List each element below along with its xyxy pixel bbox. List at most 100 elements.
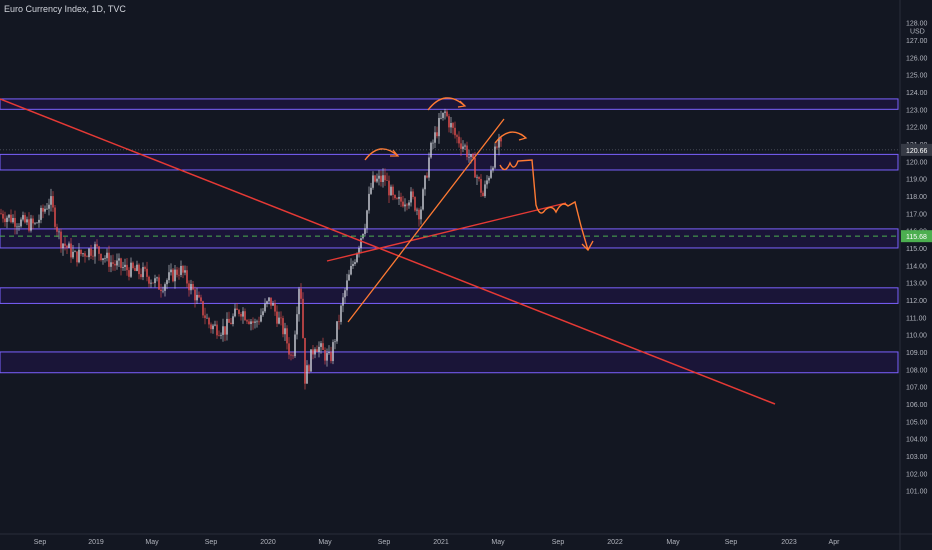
time-tick-label: 2020	[260, 539, 276, 546]
candle-body	[280, 317, 282, 319]
candle-body	[4, 218, 6, 223]
candle-body	[380, 175, 382, 182]
candle-body	[458, 136, 460, 144]
candle-body	[228, 318, 230, 323]
candle-body	[36, 222, 38, 224]
time-tick-label: May	[666, 539, 680, 546]
candle-body	[366, 210, 368, 229]
candle-body	[286, 328, 288, 344]
candle-body	[282, 318, 284, 335]
candle-body	[82, 253, 84, 255]
candle-body	[402, 201, 404, 207]
price-tick-label: 127.00	[906, 38, 928, 45]
candle-body	[448, 116, 450, 128]
candle-body	[216, 324, 218, 336]
candle-body	[296, 314, 298, 335]
time-tick-label: Sep	[378, 539, 391, 546]
candle-body	[166, 280, 168, 285]
candle-body	[422, 189, 424, 210]
candle-body	[440, 117, 442, 119]
candle-body	[292, 355, 294, 357]
candle-body	[430, 142, 432, 158]
price-tick-label: 105.00	[906, 419, 928, 426]
candle-body	[86, 256, 88, 258]
candle-body	[356, 253, 358, 263]
candle-body	[252, 321, 254, 323]
candle-body	[134, 268, 136, 271]
annotation-arc	[364, 148, 399, 161]
candle-body	[138, 264, 140, 275]
candle-body	[452, 123, 454, 128]
candle-body	[476, 176, 478, 178]
candle-body	[290, 354, 292, 356]
candle-body	[218, 335, 220, 336]
candle-body	[374, 175, 376, 182]
time-tick-label: May	[318, 539, 332, 546]
candle-body	[140, 274, 142, 278]
candle-body	[88, 248, 90, 258]
time-tick-label: Sep	[552, 539, 565, 546]
price-tick-label: 112.00	[906, 298, 927, 305]
candle-body	[120, 258, 122, 268]
candle-body	[426, 175, 428, 178]
candle-body	[470, 154, 472, 157]
candle-body	[494, 146, 496, 168]
candle-body	[236, 308, 238, 310]
candle-body	[124, 264, 126, 267]
candle-body	[172, 269, 174, 282]
candle-body	[492, 167, 494, 171]
last-price-tag	[901, 143, 932, 156]
candle-body	[248, 321, 250, 325]
price-tick-label: 120.00	[906, 159, 928, 166]
candle-body	[60, 231, 62, 249]
candle-body	[184, 270, 186, 273]
time-tick-label: 2019	[88, 539, 104, 546]
candle-body	[272, 303, 274, 306]
candle-body	[62, 243, 64, 249]
support-resistance-zone	[0, 98, 899, 110]
candle-body	[436, 132, 438, 137]
candle-body	[372, 175, 374, 188]
projection-arrowhead	[581, 240, 594, 252]
candle-body	[438, 117, 440, 137]
candle-body	[92, 255, 94, 257]
price-tick-label: 115.00	[906, 246, 927, 253]
candle-body	[340, 305, 342, 322]
candle-body	[196, 294, 198, 301]
candle-body	[394, 194, 396, 199]
candle-body	[16, 226, 18, 228]
candle-body	[98, 246, 100, 254]
candle-body	[160, 289, 162, 292]
time-tick-label: Sep	[725, 539, 738, 546]
candle-body	[338, 321, 340, 322]
candle-body	[180, 265, 182, 275]
candle-body	[136, 264, 138, 271]
price-tick-label: 109.00	[906, 350, 928, 357]
candle-body	[278, 317, 280, 324]
candle-body	[188, 283, 190, 291]
candle-body	[484, 184, 486, 197]
candle-body	[46, 208, 48, 210]
candle-body	[108, 252, 110, 267]
alert-price-label: 115.68	[906, 234, 927, 241]
candle-body	[344, 290, 346, 298]
candle-body	[354, 262, 356, 265]
candle-body	[322, 343, 324, 350]
time-tick-label: Sep	[34, 539, 47, 546]
candle-body	[220, 334, 222, 336]
candle-body	[132, 262, 134, 269]
candle-body	[360, 238, 362, 248]
candle-body	[304, 337, 306, 384]
candle-body	[244, 311, 246, 321]
candle-body	[450, 123, 452, 128]
candle-body	[456, 135, 458, 137]
candle-body	[342, 297, 344, 306]
candle-body	[444, 111, 446, 113]
candle-body	[294, 334, 296, 357]
candle-body	[300, 288, 302, 299]
price-tick-label: 111.00	[906, 315, 926, 322]
candle-body	[64, 243, 66, 246]
